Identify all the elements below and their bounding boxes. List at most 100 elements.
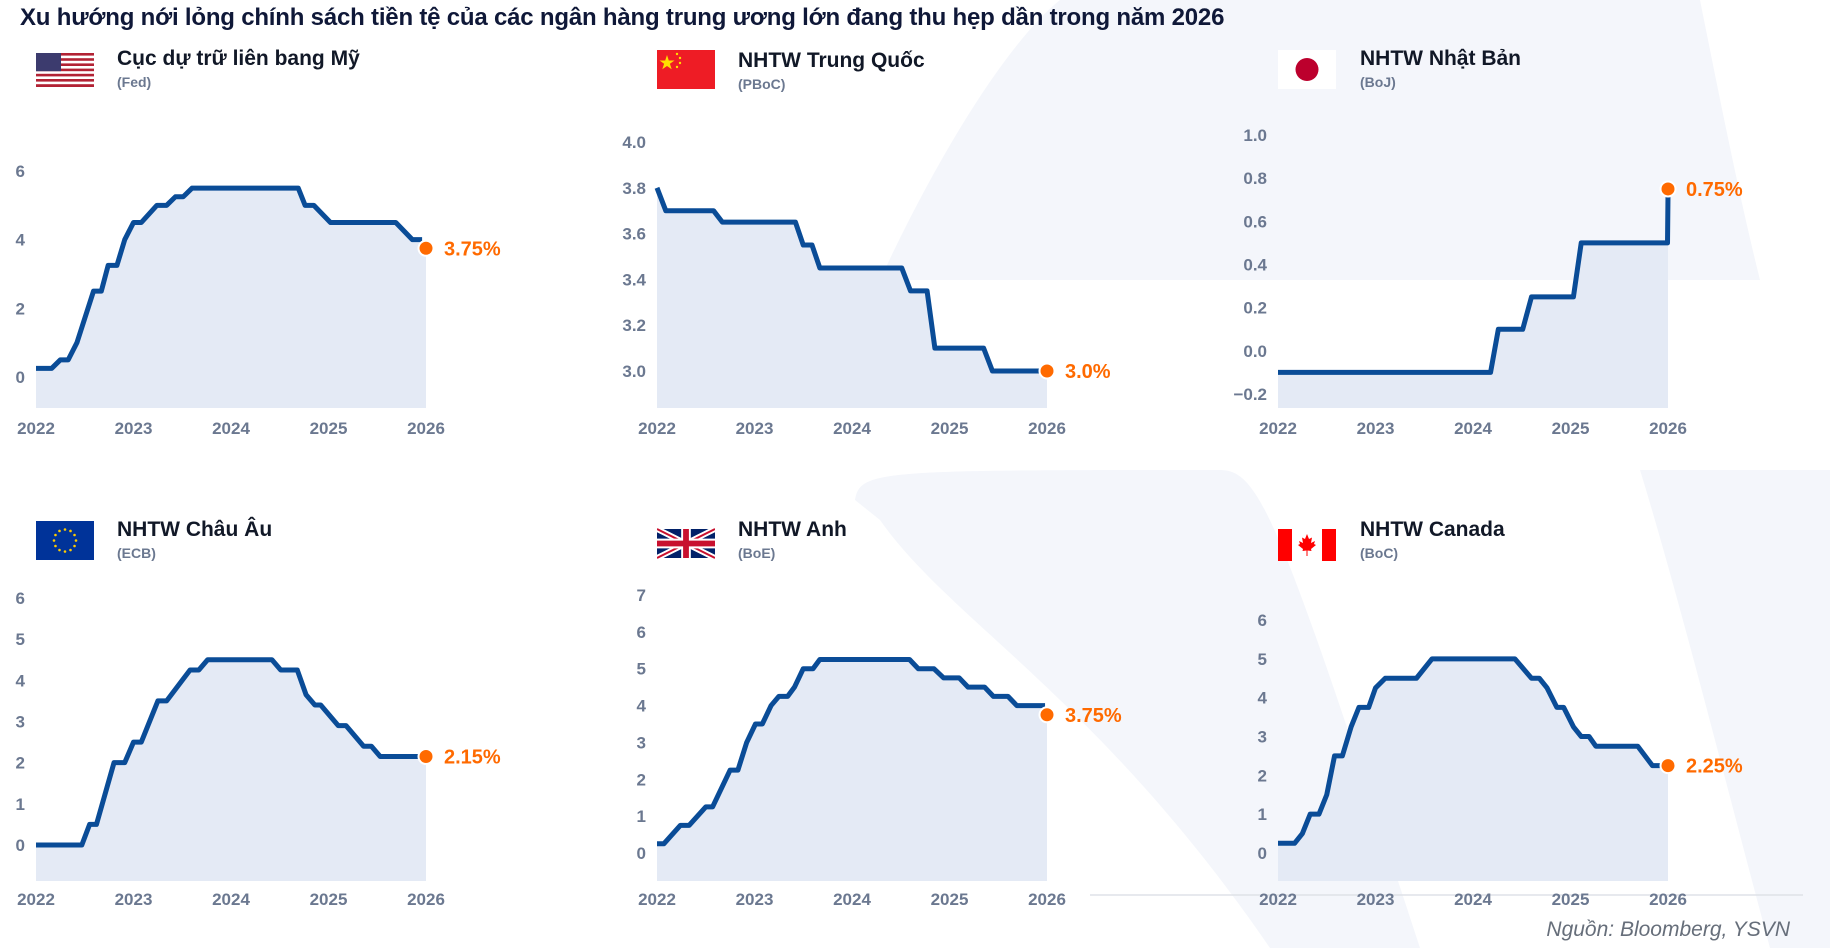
boc-latest-point	[1659, 757, 1677, 775]
watermark-shape-top	[880, 0, 1830, 280]
source-note: Nguồn: Bloomberg, YSVN	[1546, 918, 1790, 941]
ecb-latest-point	[417, 747, 435, 765]
boe-y-tick-label: 4	[637, 697, 647, 716]
boc-y-tick-label: 4	[1258, 689, 1268, 708]
pboc-x-tick-label: 2023	[736, 419, 774, 438]
ecb-rate-line	[36, 657, 420, 848]
japan-flag-icon	[1278, 50, 1336, 89]
boe-rate-line	[657, 657, 1046, 847]
ecb-latest-value-label: 2.15%	[444, 746, 501, 768]
china-flag-icon	[657, 50, 715, 89]
boc-x-tick-label: 2022	[1259, 890, 1297, 909]
us-flag-icon	[36, 53, 94, 87]
boj-x-tick-label: 2022	[1259, 419, 1297, 438]
boe-y-tick-label: 3	[637, 733, 646, 752]
ecb-y-tick-label: 3	[16, 713, 25, 732]
pboc-x-tick-label: 2026	[1028, 419, 1066, 438]
boj-y-tick-label: 0.0	[1243, 342, 1267, 361]
watermark-shape-top-right	[1700, 0, 1830, 280]
boj-area-fill	[1278, 188, 1668, 408]
pboc-y-tick-label: 3.0	[622, 362, 646, 381]
uk-flag-icon	[657, 528, 715, 559]
boc-y-tick-label: 5	[1258, 650, 1267, 669]
boj-y-tick-label: 1.0	[1243, 126, 1267, 145]
boe-y-tick-label: 7	[637, 586, 646, 605]
boj-y-tick-label: 0.8	[1243, 169, 1267, 188]
main-title: Xu hướng nới lỏng chính sách tiền tệ của…	[20, 4, 1225, 31]
ecb-x-tick-label: 2026	[407, 890, 445, 909]
eu-flag-icon	[36, 521, 94, 560]
pboc-x-tick-label: 2022	[638, 419, 676, 438]
pboc-latest-value-label: 3.0%	[1065, 361, 1111, 383]
boe-area-fill	[657, 659, 1047, 881]
ecb-y-tick-label: 4	[16, 671, 26, 690]
boj-y-tick-label: 0.4	[1243, 256, 1267, 275]
fed-x-tick-label: 2024	[212, 419, 250, 438]
boe-y-tick-label: 1	[637, 807, 646, 826]
boc-area-fill	[1278, 658, 1668, 881]
ecb-y-tick-label: 1	[16, 795, 25, 814]
panel-subtitle-boc: (BoC)	[1360, 545, 1399, 561]
ecb-area-fill	[36, 659, 426, 881]
panel-title-boc: NHTW Canada	[1360, 518, 1505, 541]
pboc-y-tick-label: 3.2	[622, 316, 646, 335]
panel-title-boe: NHTW Anh	[738, 518, 847, 541]
panel-title-fed: Cục dự trữ liên bang Mỹ	[117, 47, 360, 70]
panel-subtitle-pboc: (PBoC)	[738, 76, 786, 92]
fed-x-tick-label: 2023	[115, 419, 153, 438]
boj-rate-line	[1278, 195, 1671, 375]
pboc-y-tick-label: 4.0	[622, 133, 646, 152]
boe-latest-point	[1038, 706, 1056, 724]
boe-x-tick-label: 2022	[638, 890, 676, 909]
fed-x-tick-label: 2025	[310, 419, 348, 438]
panel-subtitle-fed: (Fed)	[117, 74, 152, 90]
boc-x-tick-label: 2024	[1454, 890, 1492, 909]
boj-x-tick-label: 2026	[1649, 419, 1687, 438]
pboc-y-tick-label: 3.8	[622, 179, 646, 198]
boc-y-tick-label: 6	[1258, 611, 1267, 630]
ecb-x-tick-label: 2022	[17, 890, 55, 909]
fed-y-tick-label: 2	[16, 299, 25, 318]
boc-x-tick-label: 2023	[1357, 890, 1395, 909]
panel-subtitle-ecb: (ECB)	[117, 545, 156, 561]
boc-y-tick-label: 2	[1258, 766, 1267, 785]
fed-y-tick-label: 6	[16, 162, 25, 181]
boj-y-tick-label: 0.2	[1243, 299, 1267, 318]
watermark-shape-bottom	[855, 470, 1420, 948]
boj-x-tick-label: 2024	[1454, 419, 1492, 438]
boe-x-tick-label: 2024	[833, 890, 871, 909]
pboc-x-tick-label: 2025	[931, 419, 969, 438]
fed-y-tick-label: 4	[16, 231, 26, 250]
boc-y-tick-label: 3	[1258, 728, 1267, 747]
fed-y-tick-label: 0	[16, 368, 25, 387]
fed-latest-point	[417, 239, 435, 257]
boj-latest-point	[1659, 180, 1677, 198]
pboc-y-tick-label: 3.6	[622, 225, 646, 244]
panel-subtitle-boe: (BoE)	[738, 545, 776, 561]
fed-x-tick-label: 2026	[407, 419, 445, 438]
watermark-shape-bottom-right	[1640, 470, 1830, 948]
boe-y-tick-label: 0	[637, 844, 646, 863]
ecb-y-tick-label: 6	[16, 589, 25, 608]
boe-x-tick-label: 2023	[736, 890, 774, 909]
fed-area-fill	[36, 188, 426, 408]
ecb-y-tick-label: 5	[16, 630, 25, 649]
boc-latest-value-label: 2.25%	[1686, 756, 1743, 778]
pboc-latest-point	[1038, 362, 1056, 380]
boe-y-tick-label: 6	[637, 623, 646, 642]
panel-subtitle-boj: (BoJ)	[1360, 74, 1396, 90]
fed-rate-line	[36, 185, 423, 371]
pboc-x-tick-label: 2024	[833, 419, 871, 438]
boc-y-tick-label: 0	[1258, 844, 1267, 863]
boe-y-tick-label: 2	[637, 770, 646, 789]
boj-x-tick-label: 2025	[1552, 419, 1590, 438]
panel-title-ecb: NHTW Châu Âu	[117, 518, 273, 541]
pboc-rate-line	[654, 186, 1041, 374]
pboc-y-tick-label: 3.4	[622, 270, 646, 289]
fed-x-tick-label: 2022	[17, 419, 55, 438]
panel-title-boj: NHTW Nhật Bản	[1360, 47, 1521, 70]
boc-y-tick-label: 1	[1258, 805, 1267, 824]
boe-x-tick-label: 2025	[931, 890, 969, 909]
